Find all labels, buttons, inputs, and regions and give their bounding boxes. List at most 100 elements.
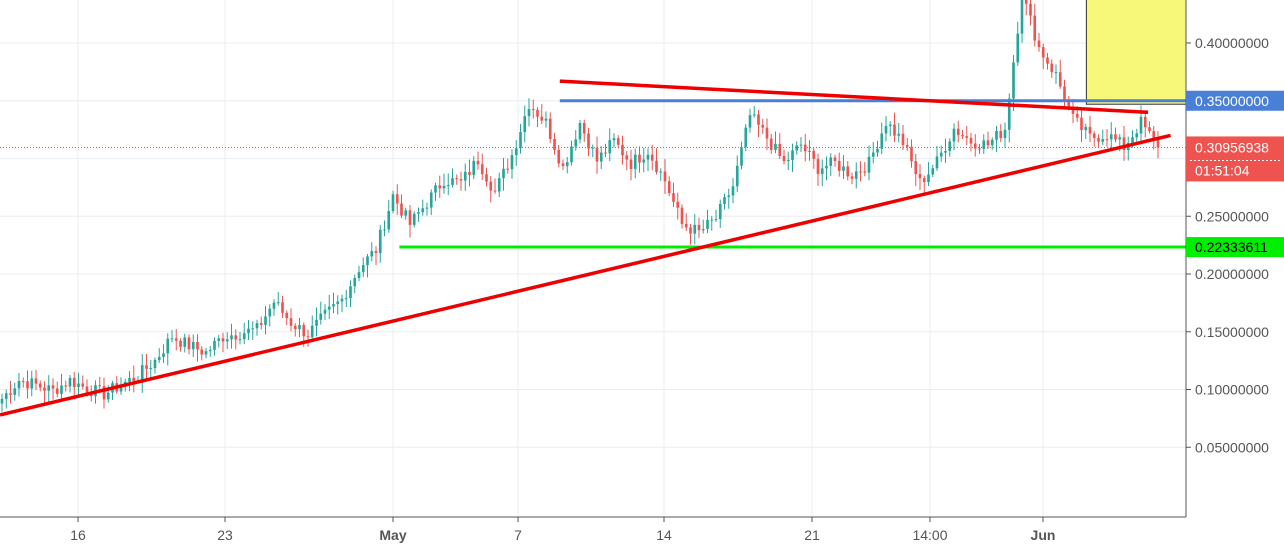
candle-body (842, 166, 845, 171)
candle (13, 382, 17, 401)
candle (1101, 129, 1105, 146)
candle (38, 380, 42, 392)
candle (914, 153, 918, 187)
candle (672, 182, 675, 208)
candle (553, 132, 556, 155)
candle (782, 149, 786, 165)
candle-body (1050, 63, 1054, 73)
candle-body (659, 171, 663, 173)
candle-body (901, 133, 905, 146)
candle (434, 182, 437, 201)
candle-body (357, 272, 361, 278)
candle (655, 148, 658, 175)
candle (34, 369, 38, 390)
candle (68, 375, 72, 393)
candle-body (650, 154, 654, 161)
candle (829, 153, 833, 177)
candle (599, 146, 603, 170)
candle (204, 347, 208, 359)
falling-trendline (559, 79, 1149, 115)
candle (1105, 129, 1109, 147)
candle (616, 135, 620, 149)
candle (315, 307, 318, 337)
candle-body (349, 286, 352, 299)
candle (718, 199, 722, 228)
candle-body (982, 140, 986, 149)
candle (1029, 0, 1032, 26)
candle (353, 274, 357, 294)
candle-body (676, 201, 680, 208)
candle (812, 147, 816, 169)
candle (901, 125, 905, 150)
candle (1063, 79, 1066, 109)
candle (859, 161, 862, 182)
candle-body (340, 298, 344, 302)
candle (153, 357, 157, 374)
candle-body (1135, 133, 1139, 138)
candle (255, 319, 259, 336)
candle (714, 209, 718, 222)
candle (523, 105, 527, 143)
candle (1024, 0, 1028, 16)
candle-body (51, 385, 55, 389)
candle (1114, 127, 1117, 143)
candle-body (1041, 47, 1045, 58)
candle (208, 346, 212, 357)
candle-body (204, 351, 208, 355)
candle (259, 316, 263, 330)
candle-body (344, 298, 348, 300)
candle-body (1020, 0, 1024, 34)
candle-body (281, 302, 284, 313)
candle (289, 308, 293, 332)
candle-body (514, 148, 518, 156)
candle (519, 123, 522, 154)
y-tick-label: 0.05000000 (1195, 439, 1269, 455)
candle (421, 199, 425, 216)
candle-body (752, 114, 756, 116)
candle-body (43, 387, 46, 391)
current-price-tag-bg (1186, 136, 1284, 182)
candle (55, 381, 59, 398)
candle (1148, 121, 1151, 134)
candle (591, 144, 595, 158)
candle (1122, 125, 1126, 161)
candle-body (774, 143, 777, 150)
candle-body (77, 383, 80, 388)
candle (293, 323, 297, 337)
candle (1033, 3, 1037, 47)
candle (667, 176, 671, 197)
candle-body (319, 313, 323, 320)
candle-body (1054, 72, 1058, 74)
candle-body (378, 229, 382, 253)
candle-body (944, 150, 947, 153)
candle (1088, 115, 1092, 143)
candle (417, 207, 420, 222)
candle-body (706, 219, 709, 229)
candle-body (289, 318, 293, 326)
candle-body (72, 377, 76, 388)
candle (1054, 64, 1058, 84)
candle (0, 393, 4, 412)
candle (319, 301, 323, 325)
candle (340, 294, 344, 313)
candle (587, 127, 590, 157)
candle-body (353, 277, 357, 287)
candle-body (21, 381, 25, 383)
candle (230, 323, 233, 349)
candle-body (1131, 137, 1134, 143)
support-price-tag: 0.22333611 (1186, 237, 1284, 258)
candle-body (757, 114, 760, 125)
candle (999, 124, 1003, 143)
candle (1020, 0, 1024, 43)
candle-body (438, 185, 442, 189)
candle-body (247, 328, 250, 334)
candle (21, 377, 25, 388)
candle (650, 144, 654, 171)
candle-body (421, 208, 425, 213)
candle (850, 172, 854, 185)
candle (701, 219, 705, 234)
candle (659, 168, 663, 181)
candle (871, 141, 875, 164)
